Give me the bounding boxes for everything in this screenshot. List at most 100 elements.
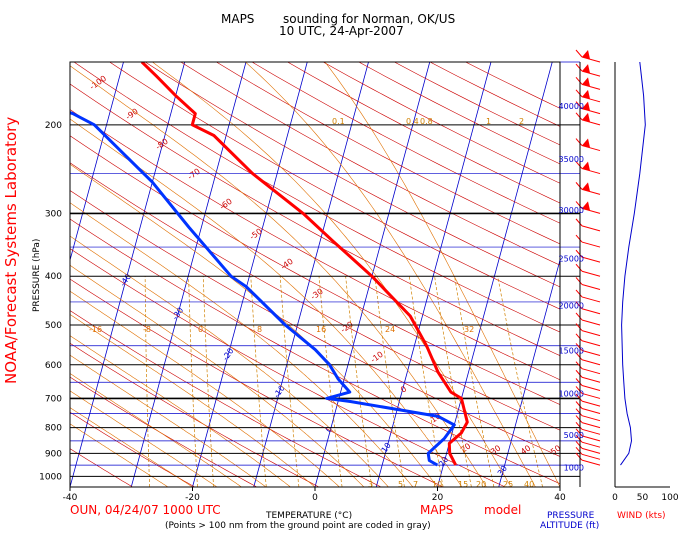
wind-barb-flag bbox=[575, 422, 583, 430]
wind-barb-staff bbox=[581, 435, 601, 442]
isotherm-line bbox=[192, 62, 308, 487]
moist-adiabat bbox=[70, 407, 193, 487]
dewpoint-curve bbox=[70, 111, 456, 467]
wind-barb-pennant bbox=[582, 138, 590, 148]
moist-adiabat bbox=[245, 62, 536, 487]
mixing-ratio-label: 10 bbox=[432, 480, 442, 489]
wind-barb-pennant bbox=[582, 101, 590, 111]
mixing-ratio-label: 20 bbox=[476, 480, 486, 489]
wind-barb bbox=[575, 446, 601, 460]
x-tick-label: 20 bbox=[432, 493, 444, 503]
mixing-ratio-line bbox=[345, 276, 373, 487]
wind-barb bbox=[575, 452, 601, 466]
wind-barb-staff bbox=[581, 400, 601, 407]
wind-barb-flag bbox=[575, 369, 583, 378]
wind-speed-tick-label: 0 bbox=[612, 493, 618, 503]
y-tick-label: 700 bbox=[45, 394, 62, 404]
wind-barb-pennant bbox=[582, 161, 590, 171]
wind-barb bbox=[575, 415, 601, 429]
dry-adiabat-label: -60 bbox=[218, 197, 234, 212]
dry-adiabat bbox=[394, 62, 560, 146]
wind-barb bbox=[575, 218, 601, 232]
moist-adiabat-label: 24 bbox=[385, 325, 395, 334]
wind-barb-flag bbox=[575, 401, 583, 409]
altitude-tick-label: 15000 bbox=[559, 346, 584, 355]
wind-barb bbox=[575, 161, 601, 175]
isotherm-line bbox=[253, 62, 369, 487]
moist-adiabat bbox=[70, 373, 242, 487]
mixing-ratio-label: 2 bbox=[519, 117, 524, 126]
mixing-ratio-label: 1 bbox=[486, 117, 491, 126]
altitude-tick-label: 5000 bbox=[564, 431, 584, 440]
wind-barb-flag bbox=[575, 441, 583, 449]
wind-barb-staff bbox=[581, 392, 601, 399]
mixing-ratio-line bbox=[497, 276, 543, 487]
wind-barb bbox=[575, 434, 601, 448]
moist-adiabat bbox=[70, 235, 389, 487]
y-axis-label: PRESSURE (hPa) bbox=[32, 239, 42, 312]
wind-barb-flag bbox=[575, 289, 583, 298]
mixing-ratio-line bbox=[202, 276, 215, 487]
wind-barb-flag bbox=[575, 201, 583, 209]
wind-barb-staff bbox=[581, 256, 601, 263]
mixing-ratio-label: 0.1 bbox=[332, 117, 345, 126]
wind-barb bbox=[575, 312, 601, 326]
moist-adiabat bbox=[70, 423, 169, 487]
dry-adiabat-label: -40 bbox=[279, 257, 295, 272]
wind-barb-pennant bbox=[582, 64, 590, 74]
wind-barb bbox=[575, 401, 601, 414]
wind-barb bbox=[575, 138, 601, 152]
altitude-label-1: PRESSURE bbox=[547, 511, 595, 521]
dry-adiabat-label: -70 bbox=[186, 167, 202, 182]
wind-barb-flag bbox=[575, 263, 583, 272]
wind-barb-flag bbox=[575, 89, 583, 98]
mixing-ratio-label: 3 bbox=[368, 480, 373, 489]
altitude-tick-label: 10000 bbox=[559, 389, 584, 398]
wind-barb-staff bbox=[581, 376, 601, 383]
y-tick-label: 200 bbox=[45, 121, 62, 131]
wind-speed-profile bbox=[620, 61, 646, 466]
isotherm-line bbox=[498, 258, 560, 487]
wind-barb-flag bbox=[575, 234, 583, 243]
dry-adiabat-label: 0 bbox=[399, 384, 408, 394]
wind-barb-flag bbox=[575, 434, 583, 443]
dry-adiabat-label: 50 bbox=[549, 443, 563, 456]
wind-barb-staff bbox=[581, 145, 601, 152]
wind-barb bbox=[575, 49, 601, 63]
wind-barb-staff bbox=[581, 330, 601, 337]
y-tick-label: 900 bbox=[45, 449, 62, 459]
wind-barb-flag bbox=[575, 138, 583, 146]
wind-barb-pennant bbox=[582, 89, 590, 99]
wind-barb-flag bbox=[575, 343, 583, 351]
isotherm-line bbox=[70, 62, 124, 262]
wind-barb-staff bbox=[581, 415, 601, 422]
wind-barb bbox=[575, 323, 601, 337]
dry-adiabat-label: -80 bbox=[154, 137, 170, 152]
station-line: OUN, 04/24/07 1000 UTC bbox=[70, 503, 221, 517]
x-tick-label: -40 bbox=[63, 493, 78, 503]
wind-barb-flag bbox=[575, 249, 583, 258]
y-tick-label: 500 bbox=[45, 321, 62, 331]
isotherm-label: -10 bbox=[272, 384, 287, 400]
wind-barb-staff bbox=[581, 340, 601, 347]
isotherm-line bbox=[0, 62, 1, 487]
isotherm-line bbox=[437, 62, 553, 487]
mixing-ratio-line bbox=[188, 276, 198, 487]
altitude-tick-label: 25000 bbox=[559, 255, 584, 264]
moist-adiabat-label: -8 bbox=[143, 325, 151, 334]
wind-barb-staff bbox=[581, 225, 601, 232]
wind-barb-staff bbox=[581, 83, 601, 90]
side-label: NOAA/Forecast Systems Laboratory bbox=[2, 117, 20, 384]
mixing-ratio-line bbox=[144, 276, 150, 487]
sounding-curves bbox=[70, 62, 469, 467]
dry-adiabat-label: -10 bbox=[369, 350, 385, 365]
y-tick-label: 300 bbox=[45, 209, 62, 219]
wind-barb bbox=[575, 63, 601, 77]
x-tick-label: -20 bbox=[185, 493, 200, 503]
wind-barb bbox=[575, 361, 601, 375]
y-tick-label: 1000 bbox=[39, 472, 62, 482]
altitude-label-2: ALTITUDE (ft) bbox=[540, 521, 599, 531]
background-lines: -40-30-20-100102030-100-90-80-70-60-50-4… bbox=[0, 61, 580, 489]
